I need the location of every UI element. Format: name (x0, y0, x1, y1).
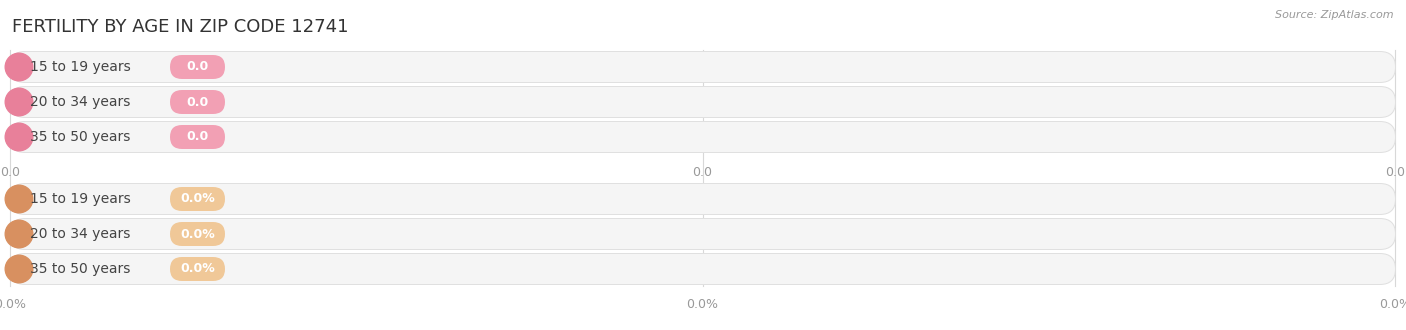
FancyBboxPatch shape (10, 122, 1395, 152)
Circle shape (6, 220, 32, 248)
FancyBboxPatch shape (8, 121, 1396, 153)
FancyBboxPatch shape (170, 257, 225, 281)
Text: 0.0%: 0.0% (686, 298, 718, 311)
Text: 0.0: 0.0 (187, 95, 208, 109)
FancyBboxPatch shape (10, 254, 1395, 284)
Circle shape (6, 255, 32, 283)
FancyBboxPatch shape (8, 253, 1396, 285)
Circle shape (6, 123, 32, 151)
Text: Source: ZipAtlas.com: Source: ZipAtlas.com (1275, 10, 1393, 20)
Text: 0.0: 0.0 (1385, 166, 1405, 179)
Text: 20 to 34 years: 20 to 34 years (30, 227, 129, 241)
Text: 0.0%: 0.0% (1379, 298, 1406, 311)
FancyBboxPatch shape (170, 90, 225, 114)
Text: 35 to 50 years: 35 to 50 years (30, 262, 129, 276)
Circle shape (6, 88, 32, 116)
FancyBboxPatch shape (10, 184, 1395, 214)
FancyBboxPatch shape (170, 187, 225, 211)
FancyBboxPatch shape (8, 86, 1396, 118)
Text: 0.0%: 0.0% (180, 192, 215, 206)
FancyBboxPatch shape (10, 219, 1395, 249)
Text: FERTILITY BY AGE IN ZIP CODE 12741: FERTILITY BY AGE IN ZIP CODE 12741 (13, 18, 349, 36)
Circle shape (6, 185, 32, 213)
Text: 0.0: 0.0 (187, 60, 208, 74)
Text: 15 to 19 years: 15 to 19 years (30, 192, 131, 206)
Text: 0.0%: 0.0% (0, 298, 25, 311)
FancyBboxPatch shape (8, 51, 1396, 83)
FancyBboxPatch shape (170, 55, 225, 79)
FancyBboxPatch shape (10, 87, 1395, 117)
FancyBboxPatch shape (8, 183, 1396, 215)
Text: 0.0: 0.0 (693, 166, 713, 179)
Text: 0.0%: 0.0% (180, 262, 215, 276)
Text: 20 to 34 years: 20 to 34 years (30, 95, 129, 109)
Text: 0.0: 0.0 (0, 166, 20, 179)
Text: 35 to 50 years: 35 to 50 years (30, 130, 129, 144)
FancyBboxPatch shape (8, 218, 1396, 250)
Text: 0.0%: 0.0% (180, 227, 215, 241)
Text: 15 to 19 years: 15 to 19 years (30, 60, 131, 74)
FancyBboxPatch shape (10, 52, 1395, 82)
Circle shape (6, 53, 32, 81)
FancyBboxPatch shape (170, 222, 225, 246)
Text: 0.0: 0.0 (187, 130, 208, 144)
FancyBboxPatch shape (170, 125, 225, 149)
